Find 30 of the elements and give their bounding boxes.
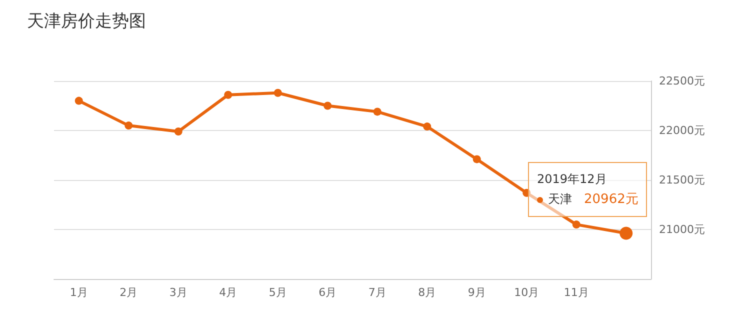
point [373,108,382,116]
x-tick-label: 3月 [169,286,188,299]
y-tick-label: 22000元 [659,124,705,137]
point [522,188,531,197]
annotation: 2019年12月 [537,171,608,188]
chart-title: 天津房价走势图 [27,12,146,32]
point [174,127,182,136]
y-tick-label: 21500元 [659,174,705,186]
point [572,220,580,229]
point [74,96,83,105]
x-tick-label: 7月 [368,286,386,299]
point [124,122,133,130]
x-tick-label: 1月 [70,286,88,299]
point [472,155,481,164]
y-tick-label: 22500元 [659,74,705,88]
x-tick-label: 11月 [564,286,589,299]
x-tick-label: 2月 [120,286,138,299]
point [324,102,332,110]
legend-label: 天津 [548,192,572,206]
x-tick-label: 4月 [219,286,238,299]
x-tick-label: 6月 [318,286,337,299]
point [274,88,282,97]
point [423,122,432,131]
x-tick-label: 5月 [268,286,287,299]
x-tick-label: 9月 [468,286,486,299]
data-label: 20962元 [584,192,638,208]
x-tick-label: 10月 [514,286,540,299]
y-tick-label: 21000元 [659,223,705,236]
x-tick-label: 8月 [418,286,436,299]
point [224,90,232,99]
